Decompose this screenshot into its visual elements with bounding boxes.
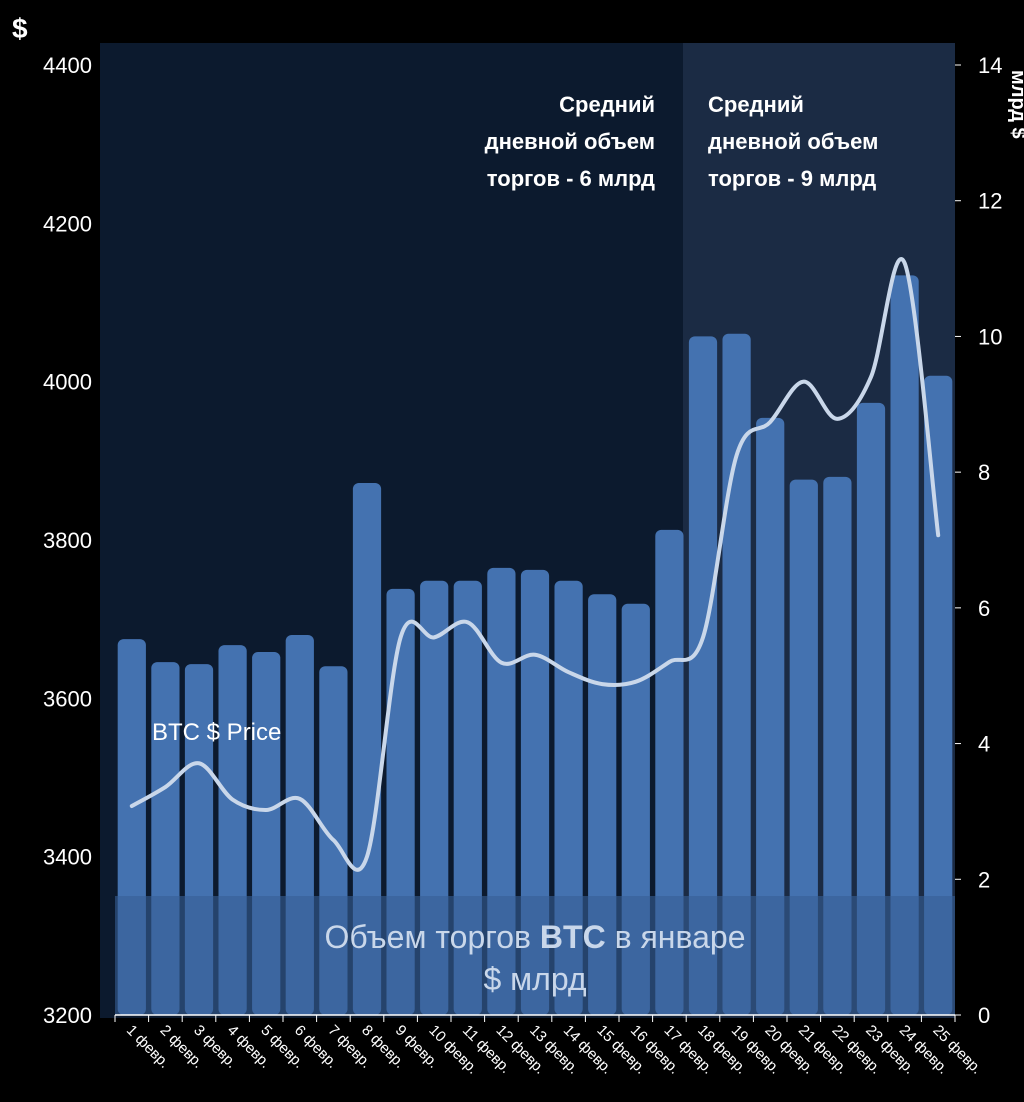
y-axis-label: $ xyxy=(12,13,28,44)
y-tick-label: 3200 xyxy=(43,1003,92,1028)
y2-tick-label: 2 xyxy=(978,867,990,892)
bar xyxy=(789,479,818,1015)
annotation: Средний xyxy=(559,92,655,117)
bar xyxy=(756,417,785,1015)
y-tick-label: 4000 xyxy=(43,370,92,395)
overlay-title-part: Объем торгов xyxy=(325,919,540,955)
bar xyxy=(856,402,886,1015)
y-tick-label: 4400 xyxy=(43,53,92,78)
bar xyxy=(823,476,852,1016)
bar xyxy=(655,529,684,1015)
y-tick-label: 3600 xyxy=(43,686,92,711)
bar xyxy=(688,336,718,1015)
y2-axis-label: млрд $ xyxy=(1007,70,1024,139)
annotation: дневной объем xyxy=(708,129,878,154)
y2-tick-label: 0 xyxy=(978,1003,990,1028)
overlay-subtitle: $ млрд xyxy=(483,961,586,997)
bar xyxy=(890,275,919,1015)
overlay-band xyxy=(115,896,955,1015)
y2-tick-label: 6 xyxy=(978,596,990,621)
bar xyxy=(352,483,382,1015)
y2-tick-label: 12 xyxy=(978,189,1002,214)
bar xyxy=(722,333,751,1015)
annotation: дневной объем xyxy=(485,129,655,154)
y2-tick-label: 10 xyxy=(978,324,1002,349)
y2-tick-label: 8 xyxy=(978,460,990,485)
y-tick-label: 3400 xyxy=(43,845,92,870)
annotation: Средний xyxy=(708,92,804,117)
y2-tick-label: 4 xyxy=(978,732,990,757)
y2-tick-label: 14 xyxy=(978,53,1002,78)
overlay-title: Объем торгов BTC в январе xyxy=(325,919,746,955)
overlay-title-part: BTC xyxy=(540,919,606,955)
annotation: торгов - 6 млрд xyxy=(487,166,655,191)
series-label: BTC $ Price xyxy=(152,719,281,746)
price-line xyxy=(129,257,941,872)
bar xyxy=(924,375,953,1015)
y-tick-label: 3800 xyxy=(43,528,92,553)
annotation: торгов - 9 млрд xyxy=(708,166,876,191)
overlay-title-part: в январе xyxy=(606,919,746,955)
y-tick-label: 4200 xyxy=(43,211,92,236)
